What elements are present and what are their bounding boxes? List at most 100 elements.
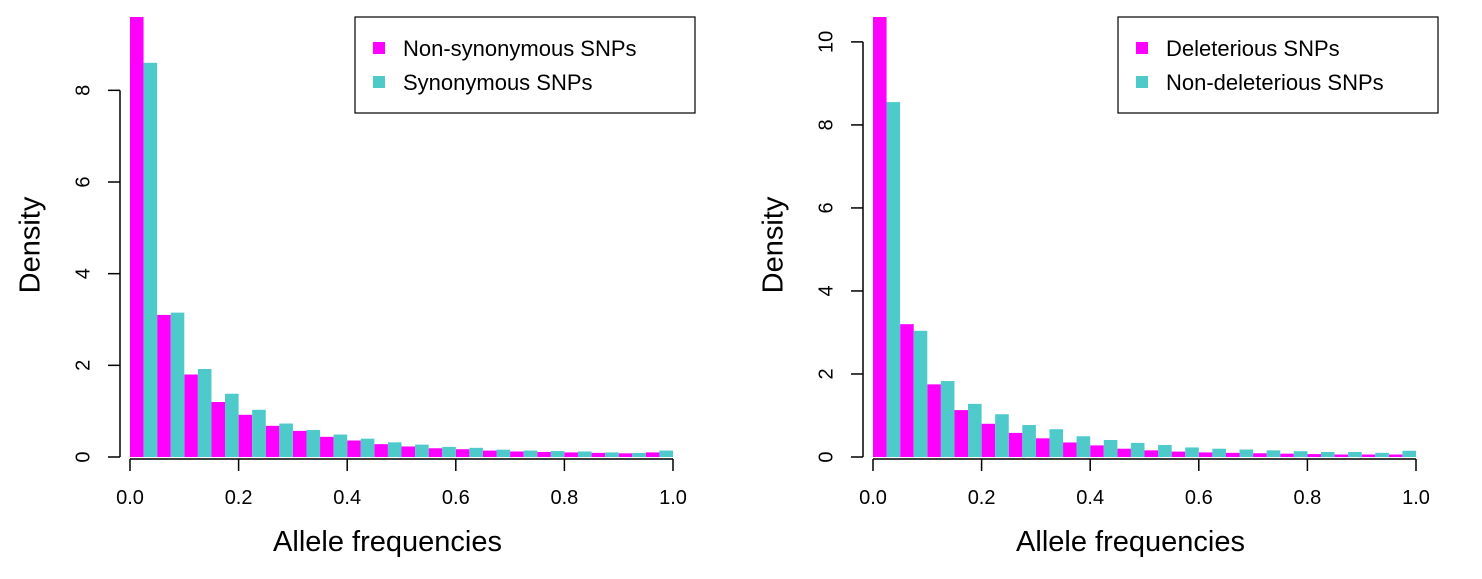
bar-synonymous-snps-13 [469,447,483,457]
bar-non-synonymous-snps-17 [564,452,578,457]
y-axis-label: Density [758,196,790,293]
bar-deleterious-snps-14 [1225,452,1240,457]
x-tick-label: 0.8 [550,487,578,509]
y-tick-label: 2 [72,360,94,371]
bar-deleterious-snps-7 [1035,438,1050,457]
bar-deleterious-snps-19 [1361,454,1376,457]
legend-label: Non-synonymous SNPs [403,36,637,61]
y-tick-label: 8 [72,85,94,96]
bar-non-deleterious-snps-15 [1266,450,1281,457]
x-axis-label: Allele frequencies [273,526,502,558]
bar-synonymous-snps-18 [605,452,619,457]
bar-deleterious-snps-6 [1008,432,1023,457]
bar-synonymous-snps-9 [360,438,375,457]
bar-synonymous-snps-20 [659,450,673,457]
bar-non-synonymous-snps-18 [591,452,606,458]
bar-synonymous-snps-14 [496,449,511,457]
bar-non-synonymous-snps-15 [510,451,524,457]
y-tick-label: 0 [815,451,837,462]
legend-swatch [1136,42,1148,54]
bar-synonymous-snps-19 [632,452,646,458]
bar-synonymous-snps-4 [225,393,239,457]
chart-panel-1: 0.0 0.2 0.4 0.6 0.8 1.0 Allele frequencies 0 2 4 6… [15,16,696,558]
bar-non-deleterious-snps-10 [1130,442,1145,457]
bar-non-deleterious-snps-5 [995,414,1009,457]
y-tick-label: 4 [815,285,837,296]
bar-synonymous-snps-6 [279,423,293,457]
bar-synonymous-snps-8 [333,434,348,457]
legend-swatch [373,76,385,88]
bar-non-synonymous-snps-2 [157,314,171,457]
bar-non-synonymous-snps-13 [455,449,470,457]
bar-non-deleterious-snps-11 [1158,444,1172,457]
legend-box [354,16,696,114]
x-tick-label: 0.8 [1293,487,1321,509]
bar-deleterious-snps-18 [1334,454,1349,457]
bar-non-deleterious-snps-18 [1348,452,1362,457]
bar-deleterious-snps-16 [1280,453,1294,457]
bar-synonymous-snps-10 [387,442,402,457]
bar-non-synonymous-snps-4 [211,402,226,457]
bar-deleterious-snps-10 [1117,448,1131,457]
bar-synonymous-snps-12 [442,446,456,457]
bar-non-synonymous-snps-12 [428,448,443,457]
bar-non-synonymous-snps-11 [401,446,416,457]
bar-deleterious-snps-11 [1144,450,1159,457]
bar-non-synonymous-snps-9 [347,440,361,457]
chart-panel-2: 0.0 0.2 0.4 0.6 0.8 1.0 Allele frequencies 0 2 4 6… [758,16,1439,558]
bar-deleterious-snps-20 [1388,454,1403,457]
x-tick-label: 0.4 [333,487,361,509]
legend: Deleterious SNPs Non-deleterious SNPs [1117,16,1439,114]
legend-label: Deleterious SNPs [1166,36,1340,61]
bar-deleterious-snps-9 [1090,445,1104,457]
y-tick-label: 0 [72,451,94,462]
bar-non-deleterious-snps-4 [968,403,982,457]
bar-non-deleterious-snps-20 [1402,450,1416,457]
bar-non-deleterious-snps-1 [886,102,901,457]
bar-non-deleterious-snps-17 [1320,452,1335,457]
bar-deleterious-snps-17 [1307,454,1321,457]
legend-box [1117,16,1439,114]
y-tick-label: 2 [815,368,837,379]
bar-synonymous-snps-5 [252,409,266,457]
bar-deleterious-snps-8 [1063,442,1077,457]
bar-deleterious-snps-15 [1253,453,1267,457]
y-tick-label: 6 [72,176,94,187]
bar-deleterious-snps-2 [900,324,914,457]
bar-non-deleterious-snps-8 [1076,436,1091,457]
bar-non-synonymous-snps-19 [618,453,633,457]
bar-synonymous-snps-11 [415,444,429,458]
x-tick-label: 0.4 [1076,487,1104,509]
bar-synonymous-snps-16 [550,451,565,457]
bar-non-synonymous-snps-6 [265,425,280,457]
y-axis-label: Density [15,196,47,293]
bar-deleterious-snps-12 [1171,451,1186,457]
y-tick-label: 10 [815,31,837,53]
bar-synonymous-snps-17 [577,451,592,457]
bar-synonymous-snps-3 [197,369,212,457]
bar-synonymous-snps-7 [306,429,321,457]
bar-non-deleterious-snps-6 [1022,425,1036,457]
x-tick-label: 0.6 [1185,487,1213,509]
y-tick-label: 4 [72,268,94,279]
y-tick-label: 8 [815,119,837,130]
x-tick-label: 0.0 [859,487,887,509]
bar-non-synonymous-snps-8 [320,436,334,457]
legend: Non-synonymous SNPs Synonymous SNPs [354,16,696,114]
x-tick-label: 1.0 [659,487,687,509]
bar-deleterious-snps-4 [954,410,969,457]
bar-non-synonymous-snps-5 [238,414,253,457]
x-tick-label: 0.0 [116,487,144,509]
legend-swatch [373,42,385,54]
bar-non-deleterious-snps-7 [1049,429,1064,457]
bar-deleterious-snps-13 [1198,452,1213,457]
bar-non-deleterious-snps-16 [1293,451,1308,457]
bar-non-deleterious-snps-12 [1185,447,1199,457]
legend-label: Synonymous SNPs [403,70,593,95]
bar-deleterious-snps-1 [873,17,887,457]
bar-non-synonymous-snps-16 [537,451,551,457]
bar-synonymous-snps-2 [170,312,185,458]
y-tick-label: 6 [815,202,837,213]
bar-non-synonymous-snps-3 [184,374,198,457]
